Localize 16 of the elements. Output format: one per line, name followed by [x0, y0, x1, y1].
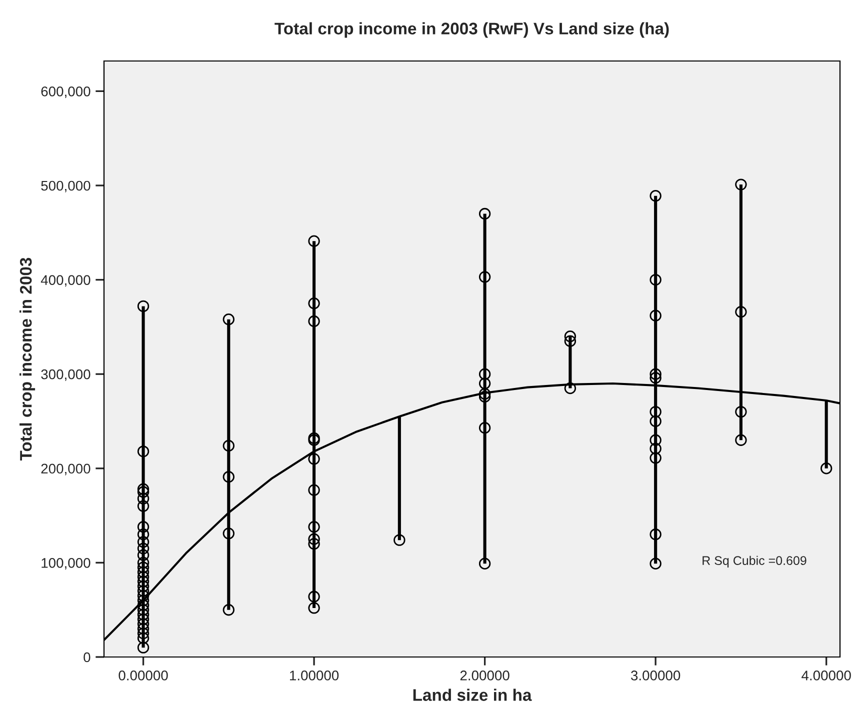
y-tick-label: 600,000 [41, 86, 90, 98]
x-tick-label: 2.00000 [460, 670, 510, 680]
x-tick-label: 4.00000 [802, 670, 851, 680]
y-tick-label: 100,000 [42, 558, 90, 570]
y-tick-label: 200,000 [41, 464, 90, 476]
y-axis-title: Total crop income in 2003 [20, 258, 36, 461]
x-tick-label: 0.00000 [118, 670, 168, 680]
x-tick-label: 3.00000 [631, 670, 680, 680]
chart-title: Total crop income in 2003 (RwF) Vs Land size (ha) [274, 22, 669, 38]
y-tick-label: 300,000 [41, 369, 90, 381]
x-tick-label: 1.00000 [290, 670, 339, 680]
annotation: R Sq Cubic =0.609 [702, 556, 806, 568]
y-tick-label: 0 [84, 652, 90, 662]
y-tick-label: 400,000 [40, 275, 90, 287]
x-axis-title: Land size in ha [413, 688, 532, 701]
y-tick-label: 500,000 [41, 180, 90, 192]
